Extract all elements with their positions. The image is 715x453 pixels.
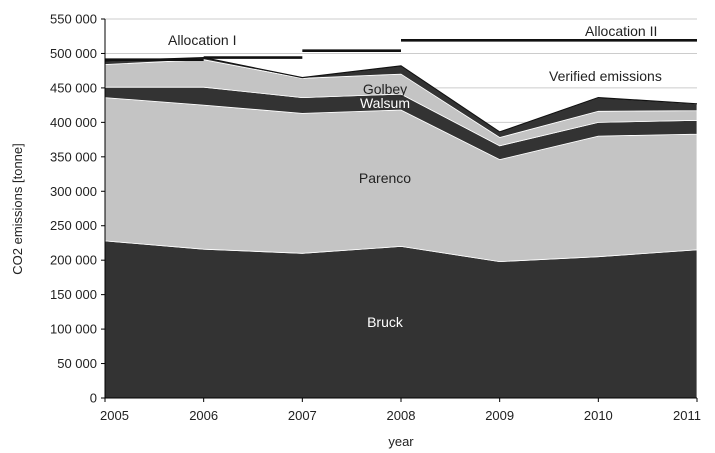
- y-axis-title: CO2 emissions [tonne]: [10, 143, 25, 275]
- x-tick-label: 2008: [387, 408, 416, 423]
- y-tick-label: 550 000: [50, 12, 97, 27]
- golbey-label: Golbey: [363, 81, 407, 97]
- x-tick-label: 2010: [584, 408, 613, 423]
- y-tick-label: 0: [90, 391, 97, 406]
- x-tick-label: 2005: [100, 408, 129, 423]
- bruck-label: Bruck: [367, 314, 404, 330]
- y-tick-label: 450 000: [50, 80, 97, 95]
- x-tick-label: 2009: [485, 408, 514, 423]
- y-tick-label: 150 000: [50, 287, 97, 302]
- allocation-ii-label: Allocation II: [585, 23, 657, 39]
- axis-ticks: 0 50 000 100 000 150 000 200 000 250 000 300 0…: [50, 12, 701, 424]
- x-tick-label: 2007: [288, 408, 317, 423]
- walsum-label: Walsum: [360, 95, 410, 111]
- x-tick-label: 2006: [189, 408, 218, 423]
- y-tick-label: 200 000: [50, 253, 97, 268]
- y-tick-label: 100 000: [50, 322, 97, 337]
- y-tick-label: 350 000: [50, 149, 97, 164]
- verified-emissions-label: Verified emissions: [549, 68, 662, 84]
- y-tick-label: 250 000: [50, 218, 97, 233]
- x-tick-label: 2011: [673, 408, 701, 423]
- allocation-lines: [104, 39, 698, 133]
- stacked-areas: [104, 57, 698, 399]
- y-tick-label: 50 000: [57, 356, 97, 371]
- y-tick-label: 300 000: [50, 184, 97, 199]
- y-tick-label: 500 000: [50, 46, 97, 61]
- parenco-label: Parenco: [359, 170, 411, 186]
- allocation-i-label: Allocation I: [168, 32, 236, 48]
- y-tick-label: 400 000: [50, 115, 97, 130]
- x-axis-title: year: [388, 434, 414, 449]
